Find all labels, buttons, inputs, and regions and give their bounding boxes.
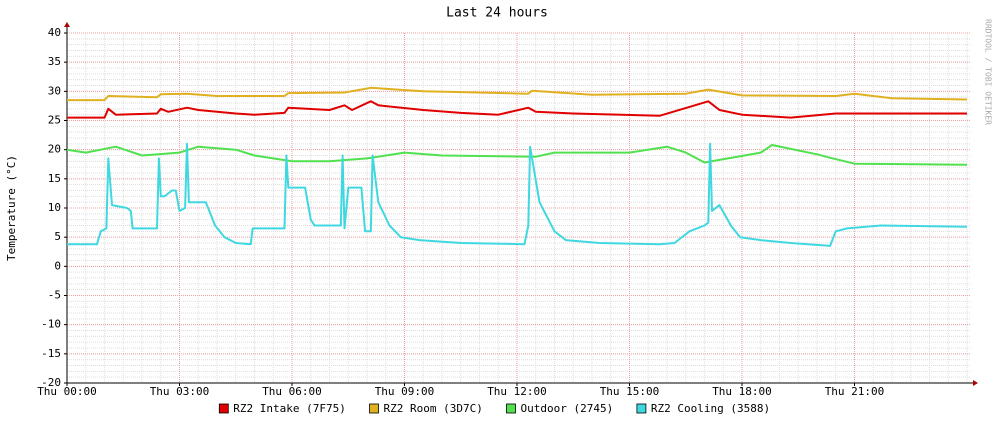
- y-tick-label: -20: [41, 376, 61, 389]
- x-tick-label: Thu 12:00: [487, 385, 547, 398]
- x-tick-label: Thu 00:00: [37, 385, 97, 398]
- x-tick-label: Thu 15:00: [600, 385, 660, 398]
- series-line: [67, 86, 968, 102]
- legend-label: RZ2 Room (3D7C): [384, 402, 483, 415]
- y-tick-label: 0: [54, 259, 61, 272]
- y-tick-label: 5: [54, 230, 61, 243]
- y-tick-label: 20: [48, 143, 61, 156]
- legend-swatch: [636, 403, 647, 414]
- legend-swatch: [218, 403, 229, 414]
- x-tick-label: Thu 18:00: [712, 385, 772, 398]
- y-tick-label: -5: [48, 289, 61, 302]
- y-axis-label: Temperature (°C): [5, 155, 18, 261]
- watermark: RRDTOOL / TOBI OETIKER: [984, 19, 993, 125]
- series-line: [67, 100, 967, 119]
- legend-label: RZ2 Cooling (3588): [651, 402, 770, 415]
- y-tick-label: 10: [48, 201, 61, 214]
- chart-title: Last 24 hours: [446, 6, 548, 21]
- legend-label: Outdoor (2745): [521, 402, 614, 415]
- x-tick-label: Thu 09:00: [375, 385, 435, 398]
- y-tick-label: 30: [48, 84, 61, 97]
- y-tick-label: 35: [48, 55, 61, 68]
- legend-swatch: [369, 403, 379, 414]
- axis-arrow: [64, 22, 70, 27]
- y-tick-label: -15: [41, 347, 61, 360]
- axis-arrow: [973, 380, 978, 386]
- y-tick-label: 25: [48, 114, 61, 127]
- x-tick-label: Thu 06:00: [262, 385, 322, 398]
- legend-label: RZ2 Intake (7F75): [233, 402, 346, 415]
- y-tick-label: 40: [48, 26, 61, 39]
- y-tick-label: -10: [41, 318, 61, 331]
- series-line: [66, 144, 968, 166]
- legend-swatch: [506, 403, 516, 414]
- x-tick-label: Thu 03:00: [150, 385, 210, 398]
- series-line: [67, 142, 968, 247]
- plot-area: [67, 33, 970, 383]
- y-tick-label: 15: [48, 172, 61, 185]
- x-tick-label: Thu 21:00: [825, 385, 885, 398]
